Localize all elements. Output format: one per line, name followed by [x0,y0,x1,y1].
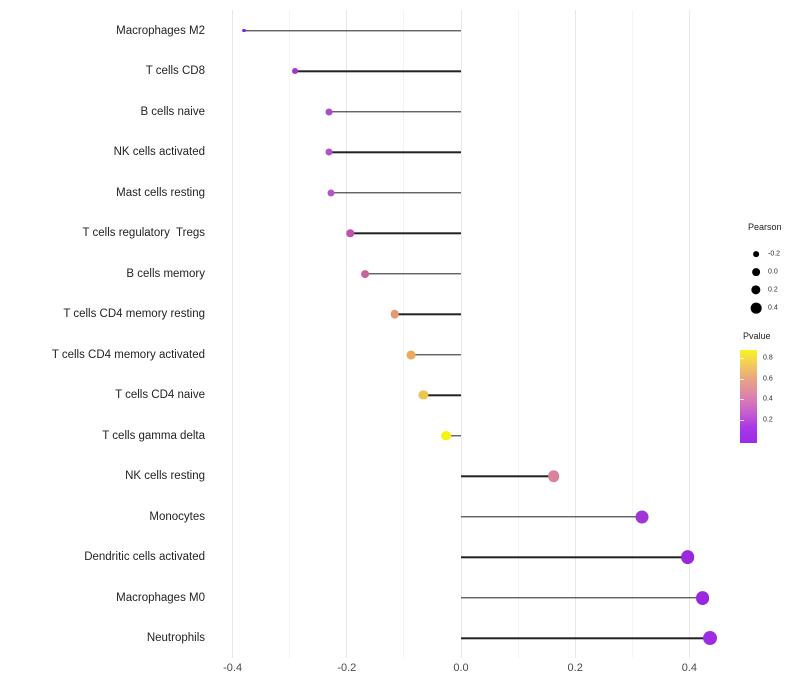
pvalue-tick-label: 0.2 [763,416,773,423]
lollipop-dot [680,550,695,565]
category-label: T cells gamma delta [102,429,205,442]
lollipop-dot [325,108,333,116]
x-tick-label: -0.2 [337,662,357,674]
category-label: T cells CD4 naive [115,389,205,402]
minor-gridline [289,10,291,658]
pearson-legend-label: 0.0 [768,268,778,276]
minor-gridline [517,10,519,658]
lollipop-dot [327,189,335,197]
pvalue-tick-label: 0.4 [763,395,773,403]
major-gridline [460,10,462,658]
lollipop-stem [365,273,461,275]
lollipop-dot [325,148,333,156]
category-label: NK cells activated [113,146,205,159]
category-label: Dendritic cells activated [84,551,205,564]
lollipop-dot [702,631,717,646]
x-tick-label: 0.0 [453,662,469,674]
x-tick-label: 0.2 [567,662,583,674]
pearson-legend-dot [753,251,759,257]
minor-gridline [631,10,633,658]
lollipop-dot [361,269,369,278]
major-gridline [574,10,576,658]
lollipop-dot [292,68,299,75]
lollipop-stem [350,232,461,234]
lollipop-dot [695,590,710,605]
lollipop-dot [242,28,246,33]
lollipop-stem [410,354,461,356]
pearson-legend-label: 0.2 [768,286,778,294]
lollipop-stem [329,151,461,153]
pvalue-tick-mark [740,399,744,400]
major-gridline [688,10,690,658]
category-label: Macrophages M2 [116,24,205,37]
category-label: Neutrophils [146,632,205,645]
minor-gridline [403,10,405,658]
lollipop-dot [547,470,560,483]
category-label: B cells memory [126,267,205,280]
category-label: Mast cells resting [116,186,205,199]
pearson-legend-label: 0.4 [768,304,778,312]
pearson-legend-title: Pearson [748,222,782,232]
legend: Pearson -0.2 0.0 0.2 0.4 Pvalue 0.8 0.6 0.4 0.… [738,222,800,472]
lollipop-stem [461,556,688,559]
category-label: Macrophages M0 [116,591,205,604]
pearson-legend-dot [752,268,760,276]
category-label: T cells CD4 memory activated [51,348,205,361]
category-label: T cells CD8 [145,65,205,78]
category-label: Monocytes [149,510,205,523]
pvalue-tick-mark [740,378,744,380]
pvalue-colorbar [740,350,757,443]
category-label: T cells regulatory Tregs [82,227,205,240]
lollipop-dot [346,229,354,237]
lollipop-stem [295,70,461,72]
lollipop-dot [441,430,451,441]
category-label: T cells CD4 memory resting [63,308,205,321]
pvalue-tick-label: 0.8 [763,354,773,362]
lollipop-stem [461,516,642,518]
pvalue-legend-title: Pvalue [743,331,771,341]
lollipop-stem [461,597,703,599]
lollipop-stem [423,394,461,396]
pvalue-tick-mark [740,419,744,421]
x-tick-label: 0.4 [681,662,698,674]
pearson-legend-dot [751,285,761,295]
lollipop-stem [446,435,461,437]
lollipop-stem [244,29,461,32]
lollipop-stem [329,110,461,113]
lollipop-stem [461,637,710,640]
pvalue-tick-mark [740,358,744,359]
lollipop-dot [390,309,400,319]
lollipop-dot [635,510,649,524]
major-gridline [346,10,348,658]
pearson-legend-label: -0.2 [768,250,781,258]
category-label: NK cells resting [125,470,205,483]
lollipop-stem [331,191,461,194]
lollipop-stem [394,313,461,315]
pearson-legend-dot [750,302,762,314]
category-label: B cells naive [140,105,205,118]
lollipop-stem [461,475,554,478]
lollipop-dot [406,350,416,360]
x-tick-label: -0.4 [223,662,243,674]
pvalue-tick-label: 0.6 [763,375,773,382]
lollipop-dot [418,390,428,400]
major-gridline [232,10,234,658]
